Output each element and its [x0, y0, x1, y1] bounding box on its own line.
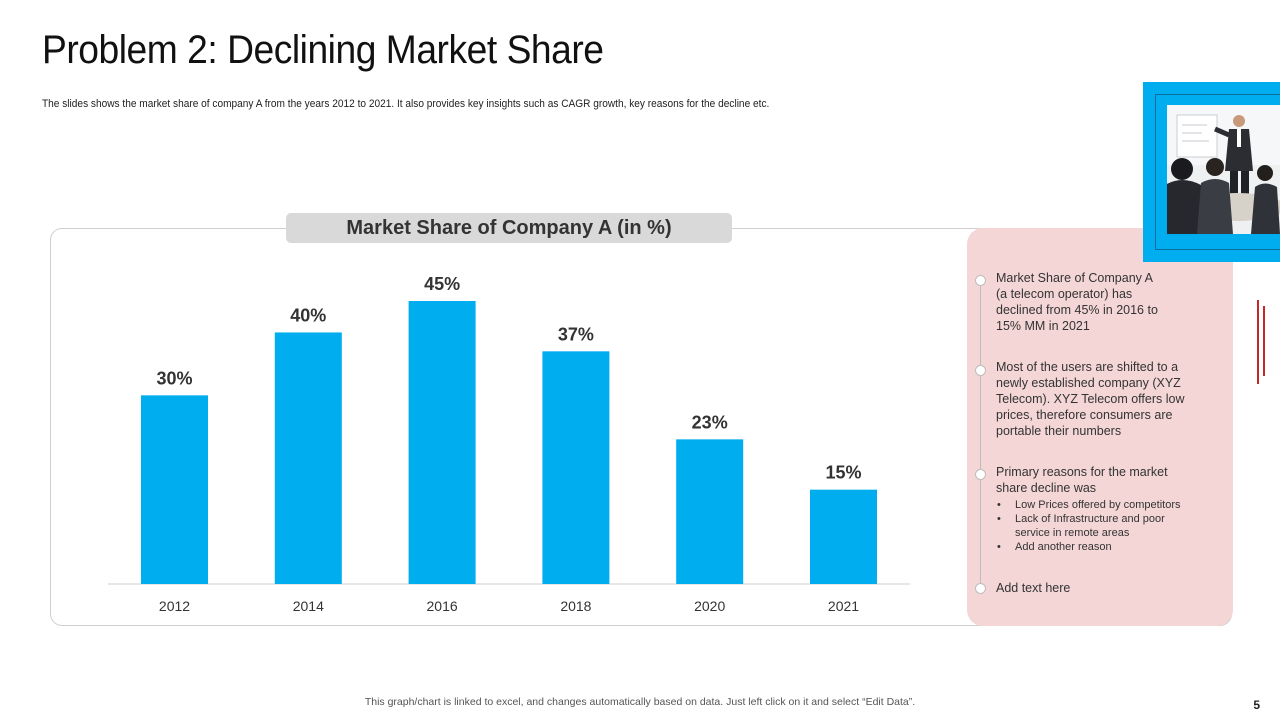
- x-tick-label-2021: 2021: [828, 598, 859, 614]
- data-label-2014: 40%: [290, 305, 326, 325]
- insights-panel: [967, 228, 1233, 626]
- data-label-2016: 45%: [424, 274, 460, 294]
- x-tick-label-2014: 2014: [293, 598, 324, 614]
- timeline-dot-2: [975, 365, 986, 376]
- reason-bullet-1: Low Prices offered by competitors: [996, 498, 1196, 512]
- timeline-dot-1: [975, 275, 986, 286]
- insight-point-3-text: Primary reasons for the market share dec…: [996, 465, 1168, 495]
- reason-bullet-2: Lack of Infrastructure and poor service …: [996, 512, 1175, 540]
- chart-title: Market Share of Company A (in %): [286, 213, 732, 243]
- bar-2012: [141, 395, 208, 584]
- insight-point-3: Primary reasons for the market share dec…: [996, 464, 1196, 554]
- x-tick-label-2018: 2018: [560, 598, 591, 614]
- x-tick-label-2020: 2020: [694, 598, 725, 614]
- insight-point-4: Add text here: [996, 581, 1071, 595]
- reason-bullets: Low Prices offered by competitors Lack o…: [996, 498, 1196, 554]
- data-label-2012: 30%: [156, 368, 192, 388]
- data-label-2021: 15%: [825, 463, 861, 483]
- business-meeting-photo: [1167, 105, 1280, 234]
- accent-line-1: [1257, 300, 1259, 384]
- bar-2018: [542, 351, 610, 584]
- bar-2016: [408, 301, 476, 584]
- timeline-line: [980, 278, 981, 590]
- data-label-2018: 37%: [558, 324, 594, 344]
- bar-2020: [676, 439, 744, 584]
- photo-frame-inner: [1155, 94, 1280, 250]
- x-tick-label-2012: 2012: [159, 598, 190, 614]
- data-label-2020: 23%: [692, 412, 728, 432]
- slide-title: Problem 2: Declining Market Share: [42, 28, 604, 72]
- bar-2014: [274, 332, 342, 584]
- reason-bullet-3: Add another reason: [996, 540, 1196, 554]
- slide-subtitle: The slides shows the market share of com…: [42, 98, 770, 110]
- timeline-dot-4: [975, 583, 986, 594]
- bar-2021: [810, 489, 877, 584]
- insight-point-2: Most of the users are shifted to a newly…: [996, 360, 1185, 438]
- insight-point-1: Market Share of Company A (a telecom ope…: [996, 271, 1158, 333]
- timeline-dot-3: [975, 469, 986, 480]
- accent-line-2: [1263, 306, 1265, 376]
- page-number: 5: [1253, 698, 1260, 712]
- x-tick-label-2016: 2016: [427, 598, 458, 614]
- footer-note: This graph/chart is linked to excel, and…: [364, 696, 916, 708]
